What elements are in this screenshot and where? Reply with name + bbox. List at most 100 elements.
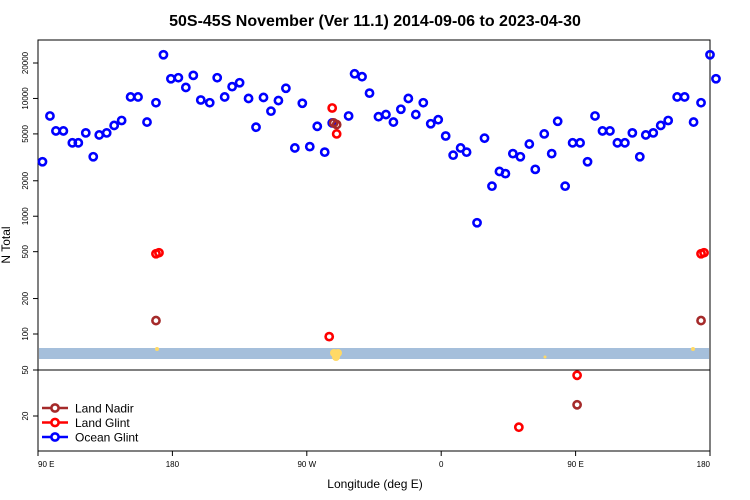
legend-label: Land Glint — [75, 416, 130, 430]
ocean-glint-point — [258, 92, 269, 103]
ocean-glint-point — [515, 151, 526, 162]
land-glint-point — [327, 103, 338, 113]
ocean-glint-point — [343, 111, 354, 121]
ocean-glint-point — [605, 126, 615, 136]
yellow-marker — [543, 355, 547, 359]
ocean-glint-point — [125, 92, 136, 102]
ocean-glint-point — [410, 109, 421, 120]
ocean-glint-point — [188, 70, 199, 81]
data-gap-band — [39, 348, 709, 359]
ocean-glint-point — [116, 115, 127, 126]
ocean-glint-point — [80, 127, 91, 138]
ocean-glint-point — [418, 97, 429, 108]
ocean-glint-point — [349, 68, 360, 79]
ocean-glint-point — [507, 148, 518, 159]
ocean-glint-point — [180, 82, 191, 93]
ocean-glint-point — [479, 133, 490, 144]
yellow-marker — [691, 347, 695, 351]
yellow-marker — [332, 353, 340, 361]
ocean-glint-point — [266, 106, 276, 117]
ocean-glint-point — [381, 109, 391, 120]
ocean-glint-point — [219, 92, 230, 102]
ocean-glint-point — [530, 164, 541, 175]
ocean-glint-point — [304, 141, 315, 152]
ocean-glint-point — [273, 95, 284, 106]
y-tick-label: 200 — [21, 291, 30, 305]
ocean-glint-point — [251, 122, 261, 133]
ocean-glint-point — [364, 88, 375, 99]
ocean-glint-point — [696, 97, 706, 108]
ocean-glint-point — [289, 143, 300, 153]
ocean-glint-point — [94, 130, 105, 140]
ocean-glint-point — [142, 117, 152, 127]
land-glint-point — [513, 422, 524, 433]
x-tick-label: 180 — [697, 460, 711, 469]
ocean-glint-point — [448, 150, 459, 161]
ocean-glint-point — [627, 127, 638, 138]
y-tick-label: 500 — [21, 244, 30, 258]
ocean-glint-point — [425, 118, 436, 129]
ocean-glint-point — [539, 129, 550, 139]
land-glint-point — [699, 247, 709, 258]
x-tick-label: 180 — [166, 460, 180, 469]
land-nadir-point — [331, 119, 342, 130]
legend-marker — [50, 403, 60, 413]
ocean-glint-point — [158, 49, 169, 60]
ocean-glint-point — [663, 115, 674, 126]
ocean-glint-point — [45, 111, 55, 121]
ocean-glint-point — [705, 49, 715, 60]
ocean-glint-point — [711, 73, 721, 84]
y-axis-upper: 100 200 500 1000 2000 5000 10000 20000 — [21, 51, 38, 341]
ocean-glint-point — [619, 137, 630, 148]
ocean-glint-point — [461, 147, 472, 158]
y-tick-label: 5000 — [21, 124, 30, 142]
ocean-glint-point — [582, 156, 593, 167]
ocean-glint-point — [173, 72, 184, 83]
ocean-glint-point — [73, 137, 84, 148]
ocean-glint-point — [51, 126, 61, 136]
ocean-glint-point — [109, 120, 120, 131]
ocean-glint-point — [487, 181, 497, 192]
y-tick-label: 20000 — [21, 51, 30, 74]
ocean-glint-point — [166, 73, 176, 84]
ocean-glint-point — [679, 92, 690, 102]
x-tick-label: 90 E — [567, 460, 583, 469]
ocean-glint-point — [58, 126, 69, 136]
ocean-glint-point — [500, 168, 511, 179]
ocean-glint-point — [575, 137, 585, 148]
ocean-glint-point — [688, 117, 699, 127]
land-nadir-point — [151, 315, 161, 326]
ocean-glint-point — [357, 71, 367, 82]
y-axis-label: N Total — [0, 226, 13, 263]
ocean-glint-point — [151, 97, 161, 108]
ocean-glint-point — [634, 151, 645, 162]
x-tick-label: 90 E — [38, 460, 54, 469]
ocean-glint-point — [433, 114, 444, 125]
ocean-glint-point — [101, 127, 112, 138]
ocean-glint-point — [388, 117, 399, 127]
ocean-glint-point — [655, 120, 666, 131]
land-glint-point — [154, 247, 164, 258]
ocean-glint-point — [590, 111, 600, 121]
ocean-glint-point — [597, 126, 608, 136]
ocean-glint-point — [243, 93, 254, 104]
ocean-glint-point — [204, 97, 215, 108]
land-glint-point — [324, 331, 335, 342]
ocean-glint-point — [234, 77, 245, 88]
legend-marker — [50, 432, 60, 442]
ocean-glint-point — [546, 148, 557, 159]
ocean-glint-point — [552, 116, 563, 127]
land-nadir-point — [572, 399, 582, 410]
ocean-glint-point — [280, 83, 291, 94]
y-tick-label: 20 — [21, 411, 30, 420]
upper-panel-frame — [37, 39, 711, 371]
y-tick-label: 10000 — [21, 87, 30, 110]
ocean-glint-point — [227, 81, 238, 92]
y-tick-label: 1000 — [21, 207, 30, 225]
ocean-glint-point — [297, 98, 308, 109]
x-tick-label: 90 W — [297, 460, 316, 469]
ocean-glint-point — [672, 92, 683, 102]
ocean-glint-point — [312, 121, 323, 132]
small-yellow-markers — [155, 347, 695, 361]
